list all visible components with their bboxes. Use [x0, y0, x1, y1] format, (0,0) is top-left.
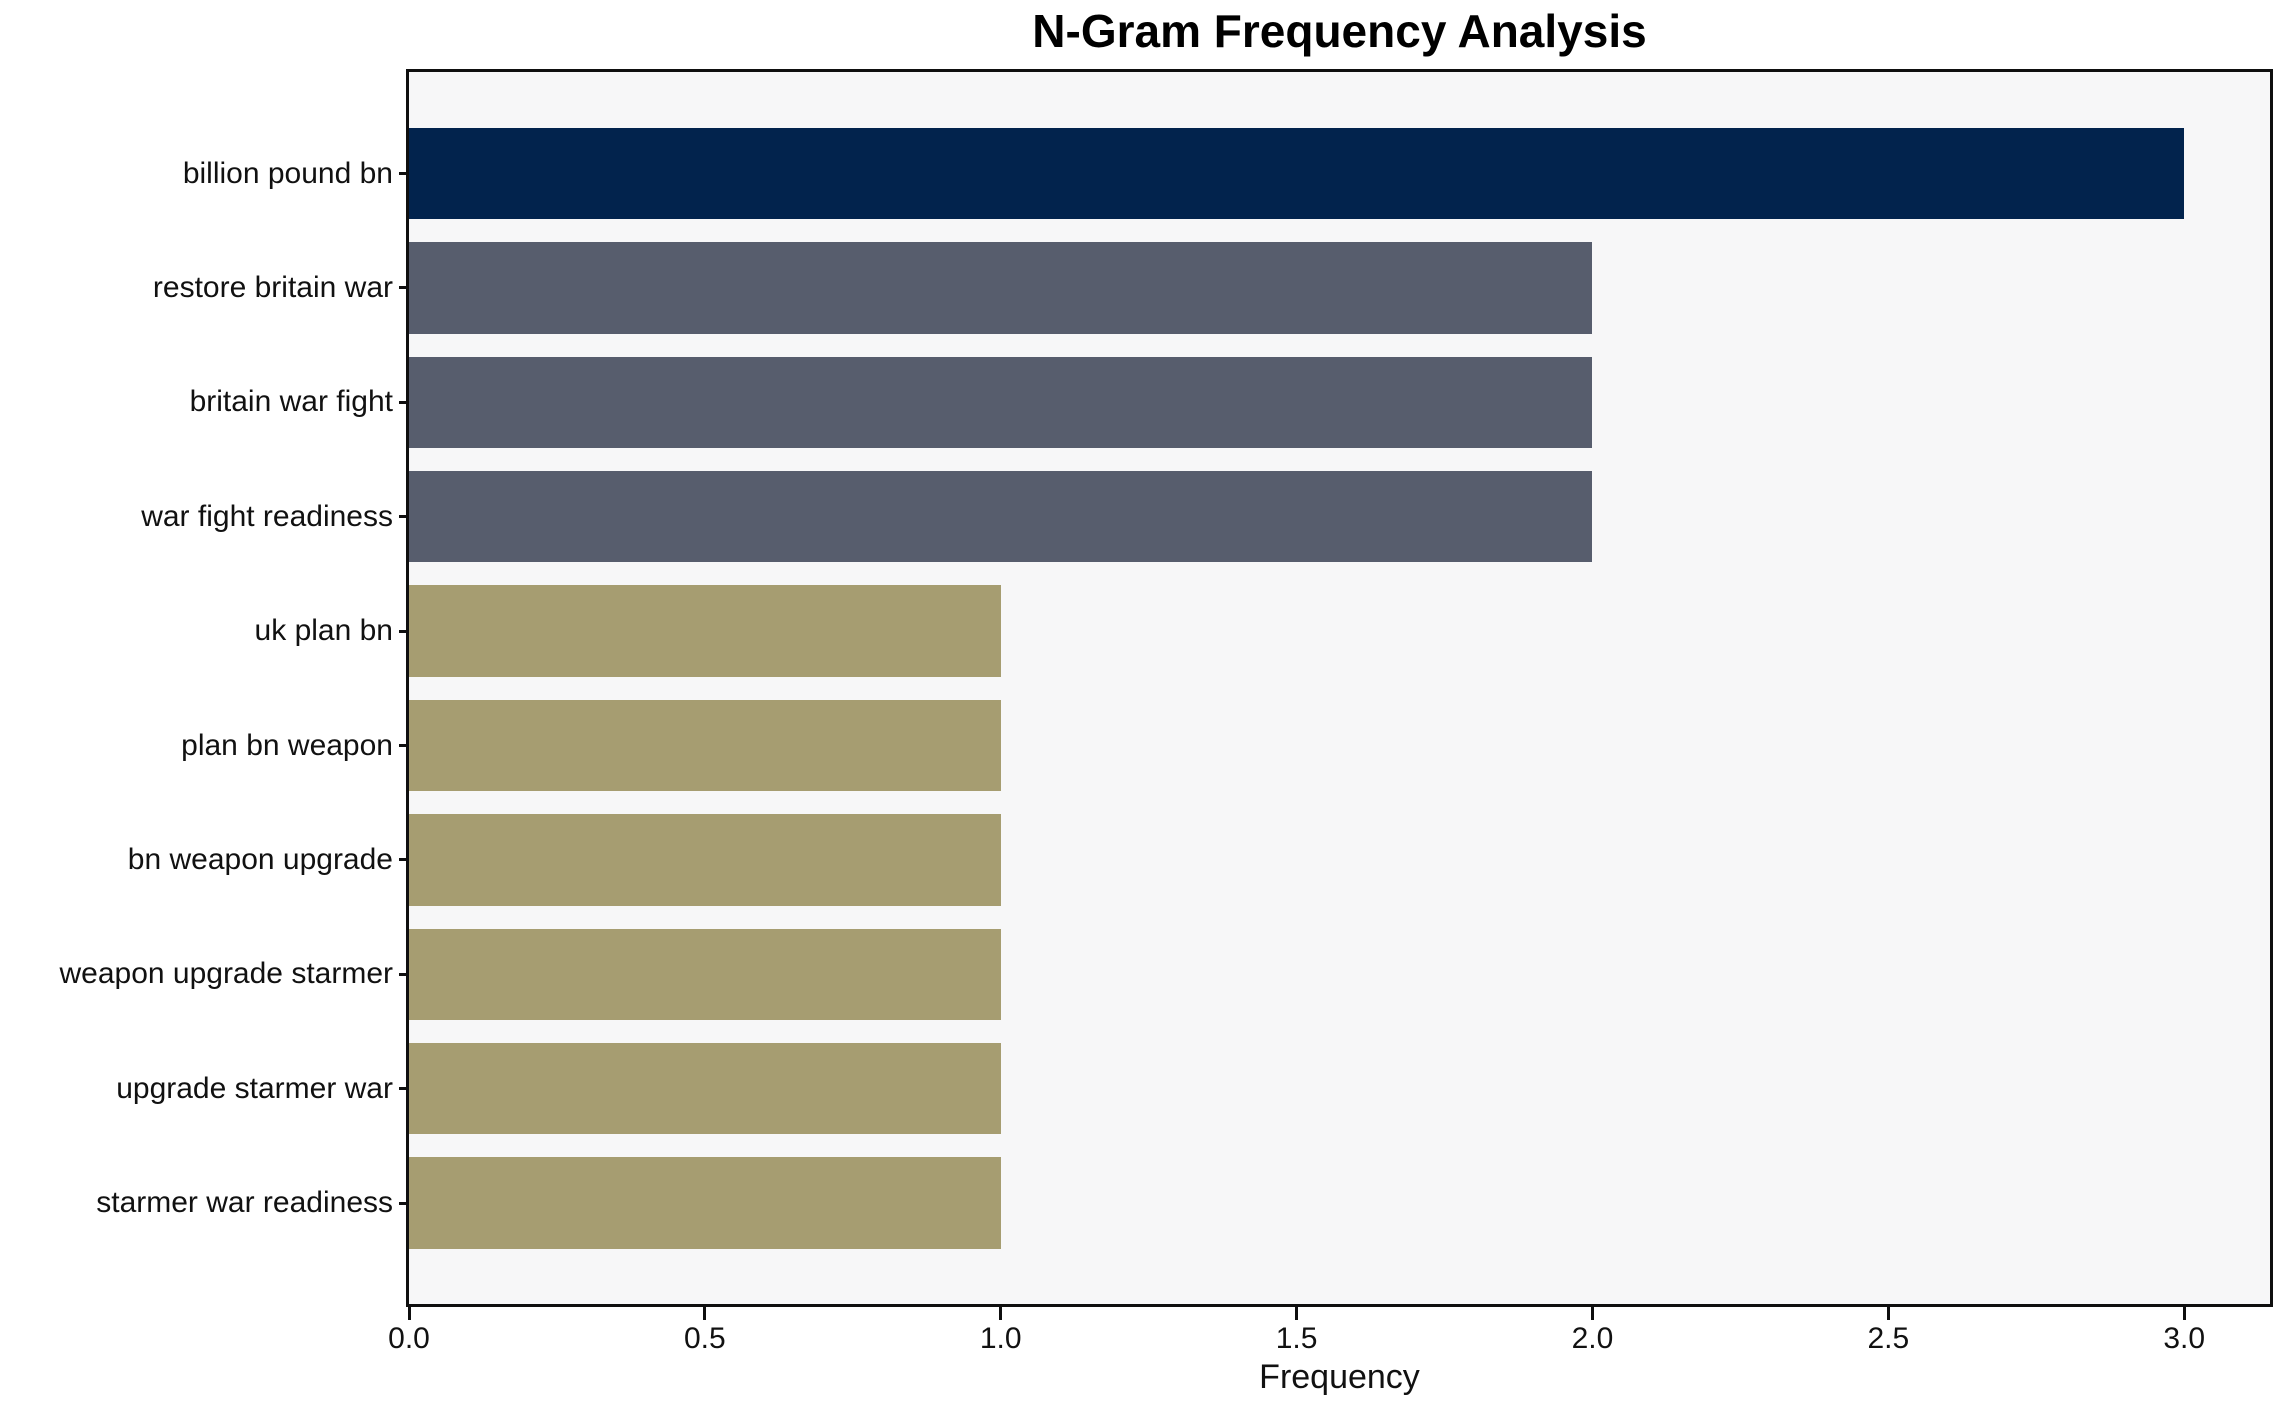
- x-tick-label: 2.5: [1867, 1322, 1910, 1355]
- y-tick-mark: [399, 858, 409, 862]
- y-axis-category-label: britain war fight: [189, 385, 393, 419]
- y-axis-category-label: uk plan bn: [254, 614, 393, 648]
- x-tick-mark: [1295, 1307, 1299, 1320]
- y-tick-mark: [399, 286, 409, 290]
- y-tick-mark: [399, 1087, 409, 1091]
- x-tick-mark: [1590, 1307, 1594, 1320]
- x-axis-label: Frequency: [1259, 1358, 1420, 1396]
- bar-restore-britain-war: [409, 242, 1593, 334]
- x-tick-label: 0.0: [388, 1322, 430, 1355]
- y-axis-category-label: upgrade starmer war: [116, 1071, 393, 1105]
- bar-starmer-war-readiness: [409, 1157, 1001, 1249]
- x-tick-label: 0.5: [684, 1322, 726, 1355]
- bar-billion-pound-bn: [409, 127, 2185, 220]
- y-axis-category-label: bn weapon upgrade: [127, 842, 393, 876]
- y-axis-category-label: starmer war readiness: [96, 1186, 393, 1220]
- bar-war-fight-readiness: [409, 471, 1593, 563]
- y-tick-mark: [399, 400, 409, 404]
- bar-plan-bn-weapon: [409, 699, 1001, 792]
- y-tick-mark: [399, 629, 409, 633]
- x-tick-mark: [407, 1307, 411, 1320]
- y-axis-category-label: weapon upgrade starmer: [59, 957, 393, 991]
- chart-title: N-Gram Frequency Analysis: [1032, 5, 1647, 57]
- y-axis-category-label: billion pound bn: [182, 156, 393, 190]
- bar-bn-weapon-upgrade: [409, 814, 1001, 906]
- bar-britain-war-fight: [409, 356, 1593, 448]
- x-tick-mark: [703, 1307, 707, 1320]
- plot-area: [406, 69, 2273, 1307]
- y-tick-mark: [399, 744, 409, 747]
- y-tick-mark: [399, 515, 409, 519]
- y-tick-mark: [399, 972, 409, 976]
- x-tick-label: 1.5: [1275, 1322, 1318, 1355]
- bar-uk-plan-bn: [409, 585, 1001, 677]
- bar-upgrade-starmer-war: [409, 1043, 1001, 1135]
- y-tick-mark: [399, 172, 409, 175]
- x-tick-label: 1.0: [979, 1322, 1022, 1355]
- bar-weapon-upgrade-starmer: [409, 928, 1001, 1020]
- x-tick-label: 2.0: [1571, 1322, 1614, 1355]
- y-axis-category-label: restore britain war: [152, 270, 393, 304]
- x-tick-label: 3.0: [2163, 1322, 2206, 1355]
- x-tick-mark: [1886, 1307, 1890, 1320]
- x-tick-mark: [2182, 1307, 2186, 1320]
- y-axis-category-label: war fight readiness: [141, 499, 393, 533]
- y-axis-category-label: plan bn weapon: [181, 728, 393, 762]
- x-tick-mark: [999, 1307, 1003, 1320]
- y-tick-mark: [399, 1201, 409, 1205]
